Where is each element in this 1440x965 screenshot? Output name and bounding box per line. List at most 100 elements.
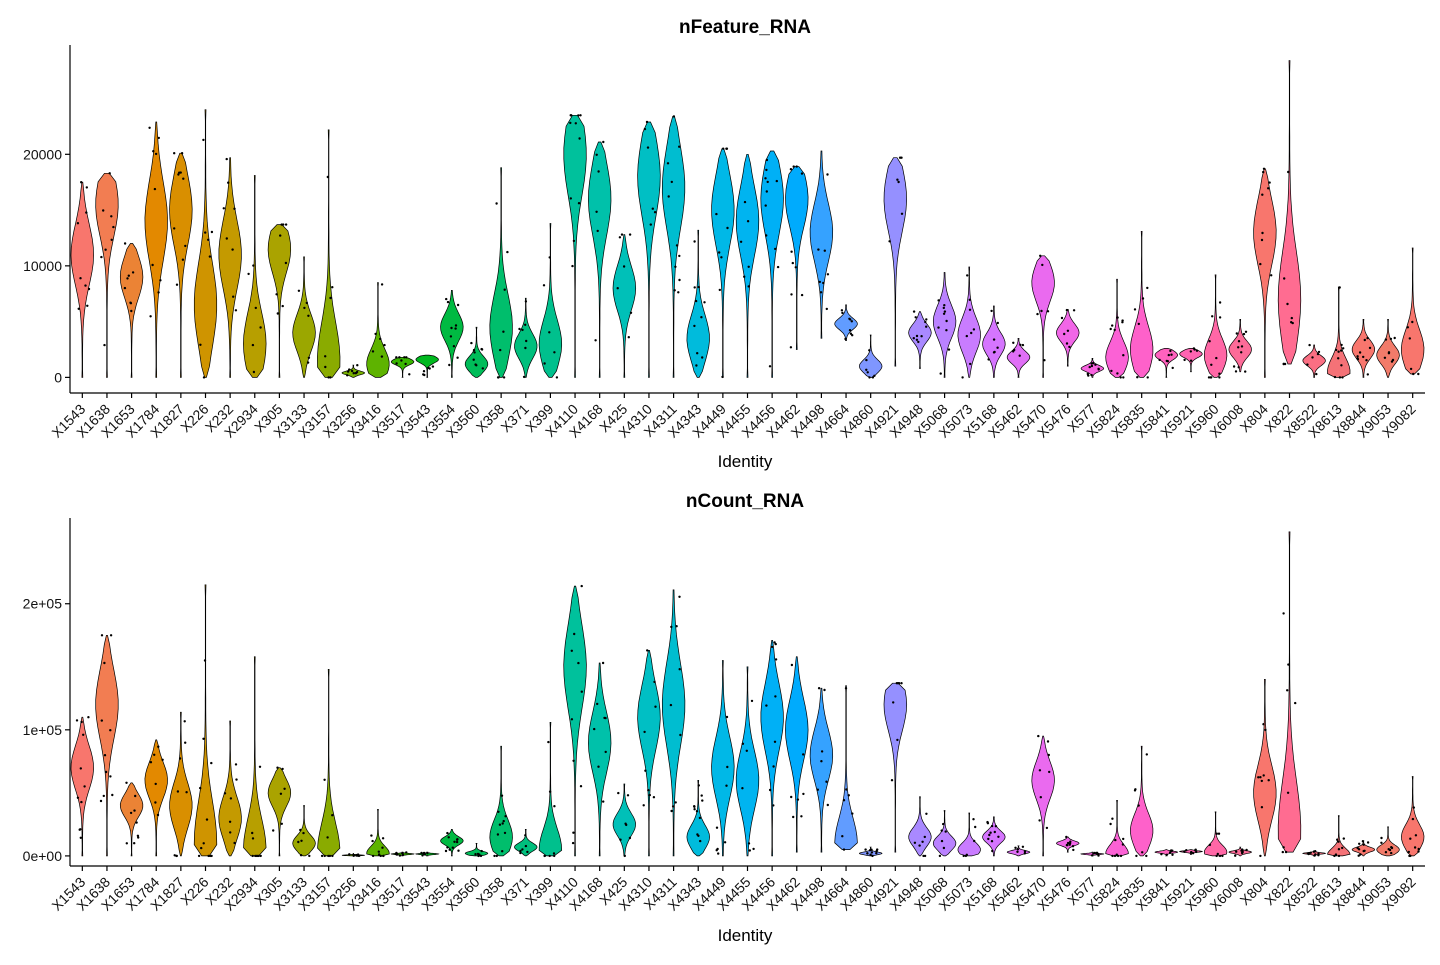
data-point xyxy=(470,341,473,345)
data-point xyxy=(1046,740,1050,743)
data-point xyxy=(619,838,622,841)
data-point xyxy=(896,738,899,742)
data-point xyxy=(938,854,942,858)
violin-X4456 xyxy=(760,150,784,378)
data-point xyxy=(371,839,374,843)
data-point xyxy=(1047,753,1051,757)
data-point xyxy=(1038,819,1041,822)
data-point xyxy=(276,312,279,315)
violin-X4921 xyxy=(883,682,908,853)
data-point xyxy=(1096,852,1100,856)
data-point xyxy=(525,339,528,343)
data-point xyxy=(151,263,154,267)
data-point xyxy=(987,837,990,841)
data-point xyxy=(329,376,332,379)
data-point xyxy=(481,367,484,370)
data-point xyxy=(1146,286,1149,290)
data-point xyxy=(86,304,89,307)
panel-title: nFeature_RNA xyxy=(679,17,811,38)
data-point xyxy=(1393,336,1396,340)
data-point xyxy=(1191,852,1195,855)
data-point xyxy=(202,842,205,845)
data-point xyxy=(234,763,238,766)
violin-X358 xyxy=(489,167,513,378)
violin-X4664 xyxy=(834,304,858,341)
data-point xyxy=(185,791,188,794)
data-point xyxy=(1316,352,1320,356)
violin-X305 xyxy=(267,767,292,857)
data-point xyxy=(275,293,278,296)
data-point xyxy=(925,318,928,321)
data-point xyxy=(445,297,448,301)
data-point xyxy=(77,307,80,310)
data-point xyxy=(152,150,155,153)
data-point xyxy=(577,114,580,117)
data-point xyxy=(380,355,384,358)
data-point xyxy=(945,329,948,332)
data-point xyxy=(202,737,205,740)
data-point xyxy=(678,145,681,148)
violin-X4498 xyxy=(809,150,834,339)
data-point xyxy=(1261,193,1264,196)
violin-X4455 xyxy=(735,153,760,378)
data-point xyxy=(845,788,848,791)
data-point xyxy=(1234,854,1237,857)
data-point xyxy=(670,809,673,813)
data-point xyxy=(1045,826,1049,830)
data-point xyxy=(865,368,868,371)
violin-X1827 xyxy=(169,152,193,378)
data-point xyxy=(129,302,133,305)
violins xyxy=(70,60,1425,379)
data-point xyxy=(352,854,355,857)
data-point xyxy=(593,727,596,731)
data-point xyxy=(774,658,778,661)
data-point xyxy=(199,343,202,346)
violin-X9082 xyxy=(1401,247,1425,375)
data-point xyxy=(102,209,105,212)
violin-X5462 xyxy=(1006,337,1031,378)
data-point xyxy=(1241,851,1244,854)
data-point xyxy=(110,238,113,241)
data-point xyxy=(1260,806,1264,809)
data-point xyxy=(594,339,597,342)
data-point xyxy=(109,634,113,637)
data-point xyxy=(252,370,256,374)
data-point xyxy=(1115,853,1119,856)
y-tick-label: 0 xyxy=(54,369,62,385)
violin-X425 xyxy=(612,783,636,857)
data-point xyxy=(85,186,89,189)
data-point xyxy=(326,175,329,179)
data-point xyxy=(772,765,775,768)
data-point xyxy=(133,809,136,812)
data-point xyxy=(426,852,429,855)
data-point xyxy=(302,831,305,835)
data-point xyxy=(381,846,384,849)
data-point xyxy=(1210,363,1213,366)
data-point xyxy=(765,190,768,193)
data-point xyxy=(912,310,916,313)
data-point xyxy=(1121,843,1125,846)
data-point xyxy=(1110,369,1113,373)
data-point xyxy=(1211,315,1214,318)
data-point xyxy=(900,682,903,685)
data-point xyxy=(1215,356,1218,360)
data-point xyxy=(1380,841,1383,844)
data-point xyxy=(126,277,129,280)
data-point xyxy=(79,277,82,280)
violin-X4498 xyxy=(809,687,834,853)
data-point xyxy=(76,796,80,799)
data-point xyxy=(401,853,405,857)
data-point xyxy=(653,211,657,214)
data-point xyxy=(1133,789,1137,792)
data-point xyxy=(962,854,965,858)
violin-X3157 xyxy=(317,129,341,378)
data-point xyxy=(85,211,88,214)
data-point xyxy=(452,345,456,348)
data-point xyxy=(377,850,380,853)
data-point xyxy=(1122,376,1125,379)
data-point xyxy=(572,759,575,762)
data-point xyxy=(1384,338,1388,341)
data-point xyxy=(693,324,696,328)
data-point xyxy=(1240,345,1244,348)
data-point xyxy=(1141,297,1145,300)
